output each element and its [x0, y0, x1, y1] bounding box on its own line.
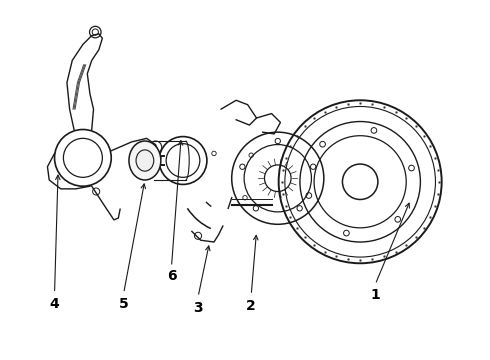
Ellipse shape	[136, 150, 154, 171]
Ellipse shape	[129, 141, 161, 180]
Text: 4: 4	[49, 297, 59, 311]
Text: 1: 1	[370, 288, 380, 302]
Text: 6: 6	[167, 269, 176, 283]
Text: 5: 5	[119, 297, 128, 311]
Text: 2: 2	[246, 299, 256, 313]
Text: 3: 3	[193, 301, 203, 315]
